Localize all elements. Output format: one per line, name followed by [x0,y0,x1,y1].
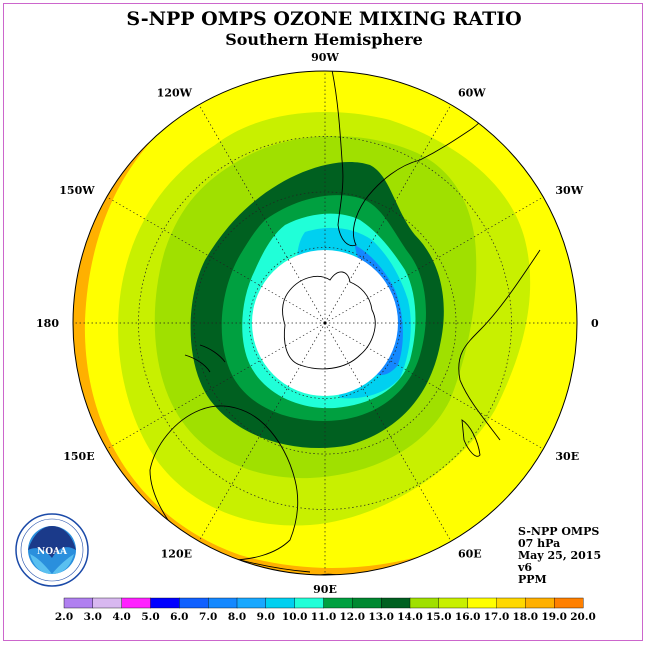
colorbar-label: 17.0 [484,611,510,623]
colorbar-swatch [323,597,353,609]
coastline-antarctica [282,271,376,370]
colorbar-label: 2.0 [55,611,73,623]
colorbar-swatch [207,597,238,609]
colorbar-label: 11.0 [311,611,337,623]
longitude-label: 30W [555,184,583,197]
colorbar-label: 7.0 [199,611,217,623]
colorbar-label: 15.0 [426,611,452,623]
colorbar-swatch [409,597,440,609]
colorbar-label: 4.0 [113,611,131,623]
colorbar-label: 13.0 [368,611,394,623]
map-border [72,70,578,576]
colorbar-label: 16.0 [455,611,481,623]
colorbar-label: 6.0 [170,611,188,623]
longitude-label: 150E [63,450,94,463]
colorbar-swatch [496,597,526,609]
colorbar-label: 5.0 [141,611,159,623]
noaa-logo-text: NOAA [37,547,68,557]
info-block: S-NPP OMPS 07 hPa May 25, 2015 v6 PPM [518,526,601,586]
colorbar-swatch [525,597,555,609]
coastline-africa [458,249,541,441]
colorbar-label: 3.0 [84,611,102,623]
coastline-new-zealand [184,344,226,373]
colorbar-swatch [294,597,325,609]
colorbar-swatch [92,597,123,609]
longitude-label: 90W [311,51,339,64]
colorbar-swatch [381,597,411,609]
info-satellite: S-NPP OMPS [518,525,600,538]
colorbar-label: 8.0 [228,611,246,623]
longitude-label: 60E [458,547,482,560]
latitude-circle [249,247,401,399]
longitude-label: 120E [161,547,192,560]
longitude-label: 30E [555,450,579,463]
map-title: S-NPP OMPS OZONE MIXING RATIO [126,8,522,30]
colorbar-swatch [438,597,469,609]
colorbar-swatch [236,597,267,609]
colorbar-label: 20.0 [570,611,596,623]
colorbar-swatch [63,597,94,609]
coastline-south-america [331,71,501,247]
colorbar-swatch [265,597,296,609]
longitude-label: 60W [458,87,486,100]
longitude-label: 0 [591,317,599,330]
info-pressure: 07 hPa [518,537,561,550]
colorbar-swatch [352,597,382,609]
info-version: v6 [518,561,533,574]
map-subtitle: Southern Hemisphere [225,30,423,49]
colorbar-swatch [467,597,498,609]
colorbar-label: 10.0 [282,611,308,623]
longitude-label: 90E [313,583,337,596]
longitude-label: 150W [59,184,95,197]
colorbar-swatch [121,597,151,609]
colorbar-label: 14.0 [397,611,423,623]
colorbar: 2.0 3.0 4.0 5.0 6.0 7.0 8.0 9.0 10.0 11.0 12.0 13.0… [55,597,596,623]
colorbar-swatch [150,597,180,609]
longitude-label: 180 [36,317,59,330]
colorbar-label: 19.0 [541,611,567,623]
info-date: May 25, 2015 [518,549,602,562]
latitude-circle [138,136,512,510]
colorbar-label: 9.0 [257,611,275,623]
colorbar-swatch [179,597,209,609]
coastline-madagascar [461,419,481,457]
colorbar-label: 12.0 [340,611,366,623]
info-units: PPM [518,573,547,586]
latitude-circle [193,191,457,455]
colorbar-swatch [554,597,584,609]
longitude-label: 120W [157,87,193,100]
coastline-australia [149,405,299,561]
colorbar-label: 18.0 [513,611,539,623]
south-pole-marker [323,321,327,325]
noaa-logo: NOAA [15,513,89,587]
page-frame [3,3,643,641]
